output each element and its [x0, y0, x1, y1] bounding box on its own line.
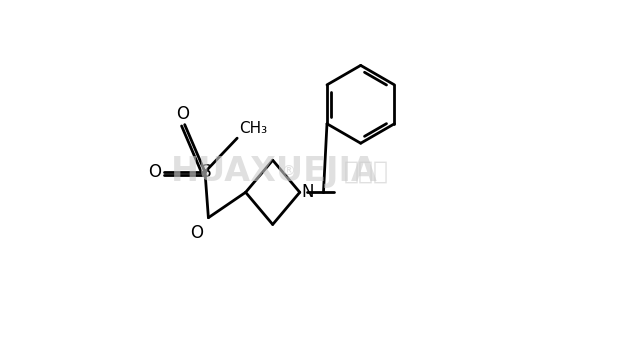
- Text: ®: ®: [281, 165, 295, 179]
- Text: 化学加: 化学加: [343, 160, 388, 184]
- Text: HUAXUEJIA: HUAXUEJIA: [171, 155, 378, 189]
- Text: O: O: [176, 105, 190, 123]
- Text: O: O: [148, 163, 161, 181]
- Text: CH₃: CH₃: [239, 121, 267, 137]
- Text: O: O: [190, 224, 203, 242]
- Text: N: N: [302, 183, 314, 201]
- Text: S: S: [200, 163, 211, 181]
